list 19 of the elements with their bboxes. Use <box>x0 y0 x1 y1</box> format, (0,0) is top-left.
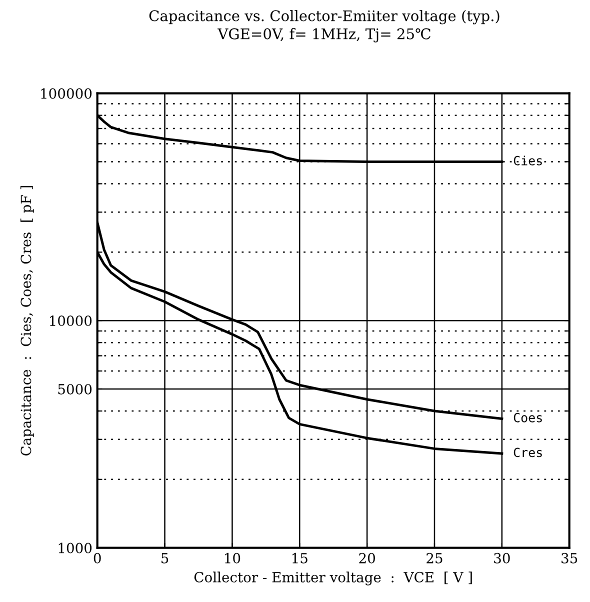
series-label: Cres <box>514 448 542 458</box>
legend-label: Coes <box>514 412 542 422</box>
x-tick-label: 30 <box>494 552 510 564</box>
y-tick-label: 5000 <box>58 384 92 394</box>
y-axis-title: Capacitance : Cies, Coes, Cres [ pF ] <box>20 186 34 456</box>
legend-label: Cies <box>514 156 542 166</box>
y-tick-label: 10000 <box>50 316 92 326</box>
y-tick-label: 100000 <box>41 88 92 99</box>
x-axis-title: Collector - Emitter voltage : VCE [ V ] <box>194 572 472 586</box>
chart-subtitle: VGE=0V, f= 1MHz, Tj= 25℃ <box>218 28 430 42</box>
x-tick-label: 5 <box>162 553 168 564</box>
x-tick-label: 35 <box>562 552 578 564</box>
chart-title: Capacitance vs. Collector-Emiiter voltage (typ.) <box>149 10 500 24</box>
x-tick-label: 0 <box>94 552 101 564</box>
x-tick-label: 20 <box>359 552 375 564</box>
x-tick-label: 25 <box>426 552 442 564</box>
x-tick-label: 15 <box>292 552 308 564</box>
y-tick-label: 1000 <box>58 542 92 554</box>
x-tick-label: 10 <box>225 552 240 564</box>
